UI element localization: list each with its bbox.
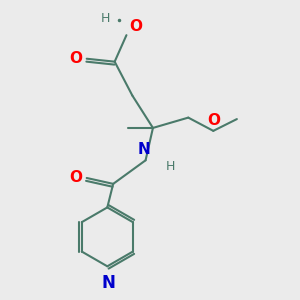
- Text: H: H: [166, 160, 176, 173]
- Text: N: N: [102, 274, 116, 292]
- Text: O: O: [207, 113, 220, 128]
- Text: O: O: [129, 19, 142, 34]
- Text: N: N: [138, 142, 151, 157]
- Text: O: O: [69, 170, 82, 185]
- Text: O: O: [69, 51, 82, 66]
- Text: H: H: [101, 13, 110, 26]
